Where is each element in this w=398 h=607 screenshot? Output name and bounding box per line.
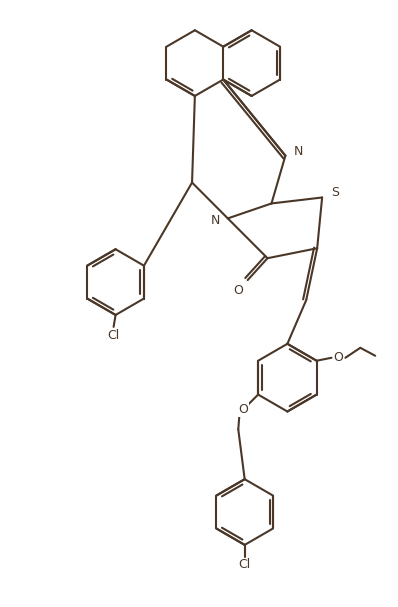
Text: Cl: Cl <box>238 558 251 571</box>
Text: O: O <box>233 283 243 297</box>
Text: O: O <box>334 351 343 364</box>
Text: N: N <box>293 145 303 158</box>
Text: N: N <box>211 214 220 227</box>
Text: Cl: Cl <box>107 330 120 342</box>
Text: O: O <box>238 403 248 416</box>
Text: S: S <box>331 186 339 199</box>
